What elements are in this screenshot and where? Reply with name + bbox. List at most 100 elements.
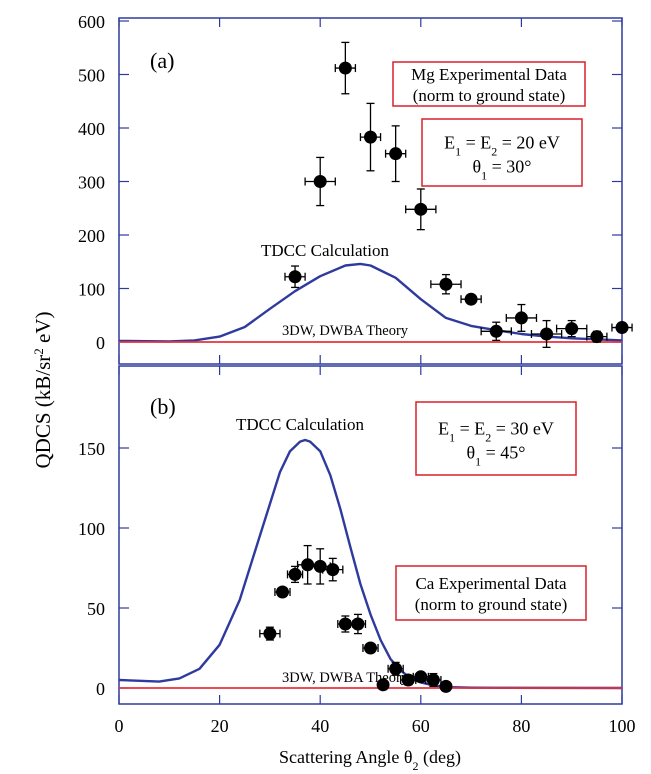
panel-b-data-point: [349, 613, 367, 635]
panel-b: 0 50 100 150 0 20 40 60 80 100 (b) TDCC Calculation…: [78, 365, 636, 736]
panel-b-data-point: [362, 641, 379, 655]
panel-b-data-marker: [263, 627, 277, 641]
panel-a-data-marker: [464, 292, 478, 306]
panel-b-ytick-label: 100: [78, 519, 105, 539]
panel-b-xtick-label: 0: [115, 716, 124, 736]
panel-b-theta-sub: 1: [475, 455, 481, 469]
panel-a-data-marker: [439, 277, 453, 291]
panel-a-data-marker: [313, 175, 327, 188]
panel-a-energy-box: [421, 118, 583, 187]
panel-a-energy-sub: 2: [491, 145, 497, 159]
panel-b-energy-sub: 1: [449, 431, 455, 445]
panel-a-theta-sub: 1: [481, 169, 487, 183]
panel-b-ytick-label: 0: [96, 679, 105, 699]
panel-a-data-point: [530, 319, 563, 349]
panel-b-frame: [118, 365, 623, 705]
panel-b-energy-part: = E: [455, 419, 485, 439]
y-axis-label-main: QDCS (kB/sr: [31, 355, 55, 469]
panel-a-data-marker: [615, 321, 629, 335]
panel-a-theta-part: = 30°: [487, 157, 531, 177]
panel-a-data-marker: [338, 61, 352, 75]
panel-b-xtick-label: 60: [412, 716, 430, 736]
panel-b-xtick-label: 100: [609, 716, 636, 736]
panel-a-ytick-label: 600: [78, 12, 105, 32]
panel-b-xtick-label: 80: [512, 716, 530, 736]
panel-b-data-marker: [326, 563, 340, 577]
panel-b-data-point: [274, 585, 291, 599]
panel-a-legend-line1: Mg Experimental Data: [411, 65, 567, 84]
panel-b-data-marker: [376, 678, 390, 692]
panel-b-xtick-label: 40: [311, 716, 329, 736]
panel-b-data-marker: [313, 559, 327, 573]
panel-b-energy-part: = 30 eV: [491, 419, 554, 439]
panel-a-data-point: [384, 125, 407, 183]
panel-b-dwba-annotation: 3DW, DWBA Theory: [282, 670, 409, 686]
panel-a-data-marker: [540, 327, 554, 341]
panel-b-theta-line: θ1 = 45°: [467, 443, 526, 469]
panel-a-data-marker: [414, 202, 428, 216]
x-axis-label-main: Scattering Angle θ: [279, 747, 413, 767]
panel-b-energy-box: [415, 401, 577, 476]
panel-b-data-point: [376, 678, 390, 692]
panel-b-energy-sub: 2: [485, 431, 491, 445]
panel-a-ytick-label: 300: [78, 173, 105, 193]
panel-a-data-point: [334, 41, 357, 95]
panel-a-ytick-label: 200: [78, 226, 105, 246]
panel-a-ytick-label: 100: [78, 280, 105, 300]
panel-a-data-point: [430, 273, 462, 295]
panel-a-ytick-label: 0: [96, 333, 105, 353]
panel-a-data-marker: [364, 130, 377, 144]
panel-b-energy-part: E: [438, 419, 449, 439]
panel-a-tdcc-curve: [118, 262, 623, 343]
panel-a-data-point: [304, 156, 336, 207]
panel-b-xtick-label: 20: [211, 716, 229, 736]
panel-a-energy-part: = E: [461, 133, 491, 153]
panel-b-data-point: [286, 565, 304, 584]
panel-b-data-marker: [301, 558, 315, 572]
panel-b-data-marker: [426, 673, 440, 687]
panel-a-energy-line: E1 = E2 = 20 eV: [444, 133, 560, 159]
panel-a-theta-part: θ: [473, 157, 482, 177]
panel-a-tdcc-annotation: TDCC Calculation: [261, 241, 389, 260]
panel-b-data-point: [387, 661, 404, 676]
panel-a-data-marker: [565, 322, 579, 336]
panel-a-data-point: [480, 321, 512, 342]
panel-b-data-marker: [288, 567, 302, 581]
panel-a-data-marker: [514, 311, 528, 325]
panel-b-energy-line: E1 = E2 = 30 eV: [438, 419, 554, 445]
panel-b-legend-line2: (norm to ground state): [415, 595, 568, 614]
panel-a-data-point: [284, 265, 306, 289]
panel-a-energy-part: E: [444, 133, 455, 153]
y-axis-label: QDCS (kB/sr2 eV): [31, 311, 56, 468]
panel-a-label: (a): [150, 48, 174, 73]
panel-b-data-point: [400, 673, 417, 687]
panel-b-tdcc-annotation: TDCC Calculation: [236, 415, 364, 434]
panel-a-data-point: [505, 303, 538, 332]
panel-a-ytick-label: 500: [78, 66, 105, 86]
panel-b-data-marker: [414, 670, 428, 684]
panel-b-data-point: [425, 672, 442, 688]
panel-b-theta-part: θ: [467, 443, 476, 463]
panel-b-data-point: [412, 670, 429, 684]
panel-b-data-point: [259, 626, 281, 641]
panel-a-data-marker: [389, 147, 403, 161]
panel-b-data-marker: [389, 662, 403, 676]
panel-b-label: (b): [150, 394, 176, 419]
y-axis-label-sup: 2: [31, 348, 46, 355]
panel-a-data-marker: [590, 330, 604, 344]
panel-b-data-point: [322, 557, 344, 582]
panel-b-legend-box: [395, 565, 587, 621]
panel-b-data-marker: [401, 673, 415, 687]
panel-b-ytick-label: 150: [78, 439, 105, 459]
panel-b-data-marker: [275, 585, 289, 599]
panel-a-legend-line2: (norm to ground state): [413, 86, 566, 105]
panel-b-data-marker: [364, 641, 377, 655]
panel-b-legend-line1: Ca Experimental Data: [415, 574, 567, 593]
panel-a-theta-line: θ1 = 30°: [473, 157, 532, 183]
panel-a-data-point: [359, 102, 382, 172]
x-axis-label-tail: (deg): [419, 747, 461, 768]
panel-a-data-point: [405, 188, 437, 231]
panel-b-ytick-label: 50: [87, 599, 105, 619]
panel-a-data-point: [611, 321, 633, 335]
